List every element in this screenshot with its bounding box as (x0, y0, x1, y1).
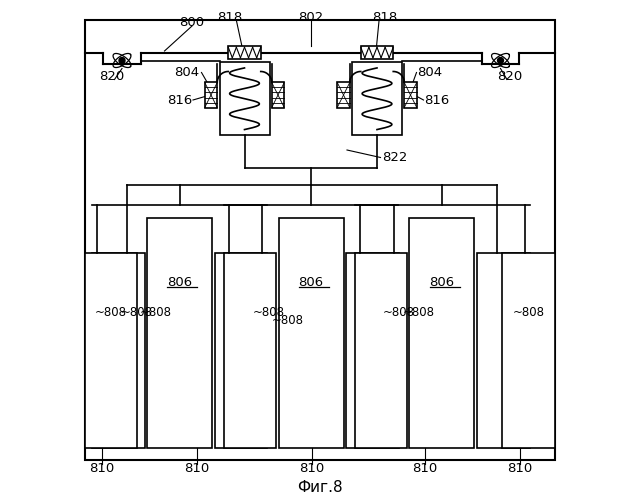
Text: ~808: ~808 (383, 306, 415, 319)
Text: 810: 810 (185, 462, 210, 475)
Text: 816: 816 (424, 94, 450, 106)
Text: 820: 820 (100, 70, 125, 82)
Bar (84, 20, 555, 460)
Text: ~808: ~808 (121, 306, 153, 319)
Bar (410, 218, 475, 448)
Text: ~808: ~808 (140, 306, 172, 319)
Text: 802: 802 (298, 11, 323, 24)
Bar (346, 252, 399, 448)
Bar (352, 62, 402, 135)
Bar (279, 218, 344, 448)
Bar (502, 252, 555, 448)
Circle shape (498, 58, 504, 64)
Text: 820: 820 (497, 70, 522, 82)
Text: 806: 806 (429, 276, 454, 289)
Text: 822: 822 (382, 151, 408, 164)
Text: ~808: ~808 (403, 306, 435, 319)
Text: 800: 800 (180, 16, 204, 29)
Text: 810: 810 (300, 462, 325, 475)
Text: ~808: ~808 (95, 306, 127, 319)
Text: 810: 810 (507, 462, 532, 475)
Text: 810: 810 (89, 462, 114, 475)
Text: 804: 804 (174, 66, 199, 79)
Text: 806: 806 (298, 276, 323, 289)
Text: 810: 810 (412, 462, 437, 475)
Text: ~808: ~808 (512, 306, 544, 319)
Bar (147, 218, 212, 448)
Bar (337, 82, 350, 108)
Bar (204, 82, 217, 108)
Text: 818: 818 (372, 11, 397, 24)
Bar (355, 252, 407, 448)
Bar (404, 82, 417, 108)
Bar (84, 252, 137, 448)
Bar (224, 252, 276, 448)
Bar (215, 252, 267, 448)
Text: 816: 816 (167, 94, 192, 106)
Bar (228, 46, 261, 58)
Bar (92, 252, 144, 448)
Text: Фиг.8: Фиг.8 (296, 480, 343, 495)
Bar (361, 46, 393, 58)
Bar (477, 252, 530, 448)
Text: 804: 804 (417, 66, 442, 79)
Text: 806: 806 (167, 276, 192, 289)
Bar (272, 82, 284, 108)
Bar (220, 62, 270, 135)
Text: ~808: ~808 (272, 314, 304, 326)
Circle shape (119, 58, 125, 64)
Text: 818: 818 (217, 11, 242, 24)
Text: ~808: ~808 (252, 306, 284, 319)
